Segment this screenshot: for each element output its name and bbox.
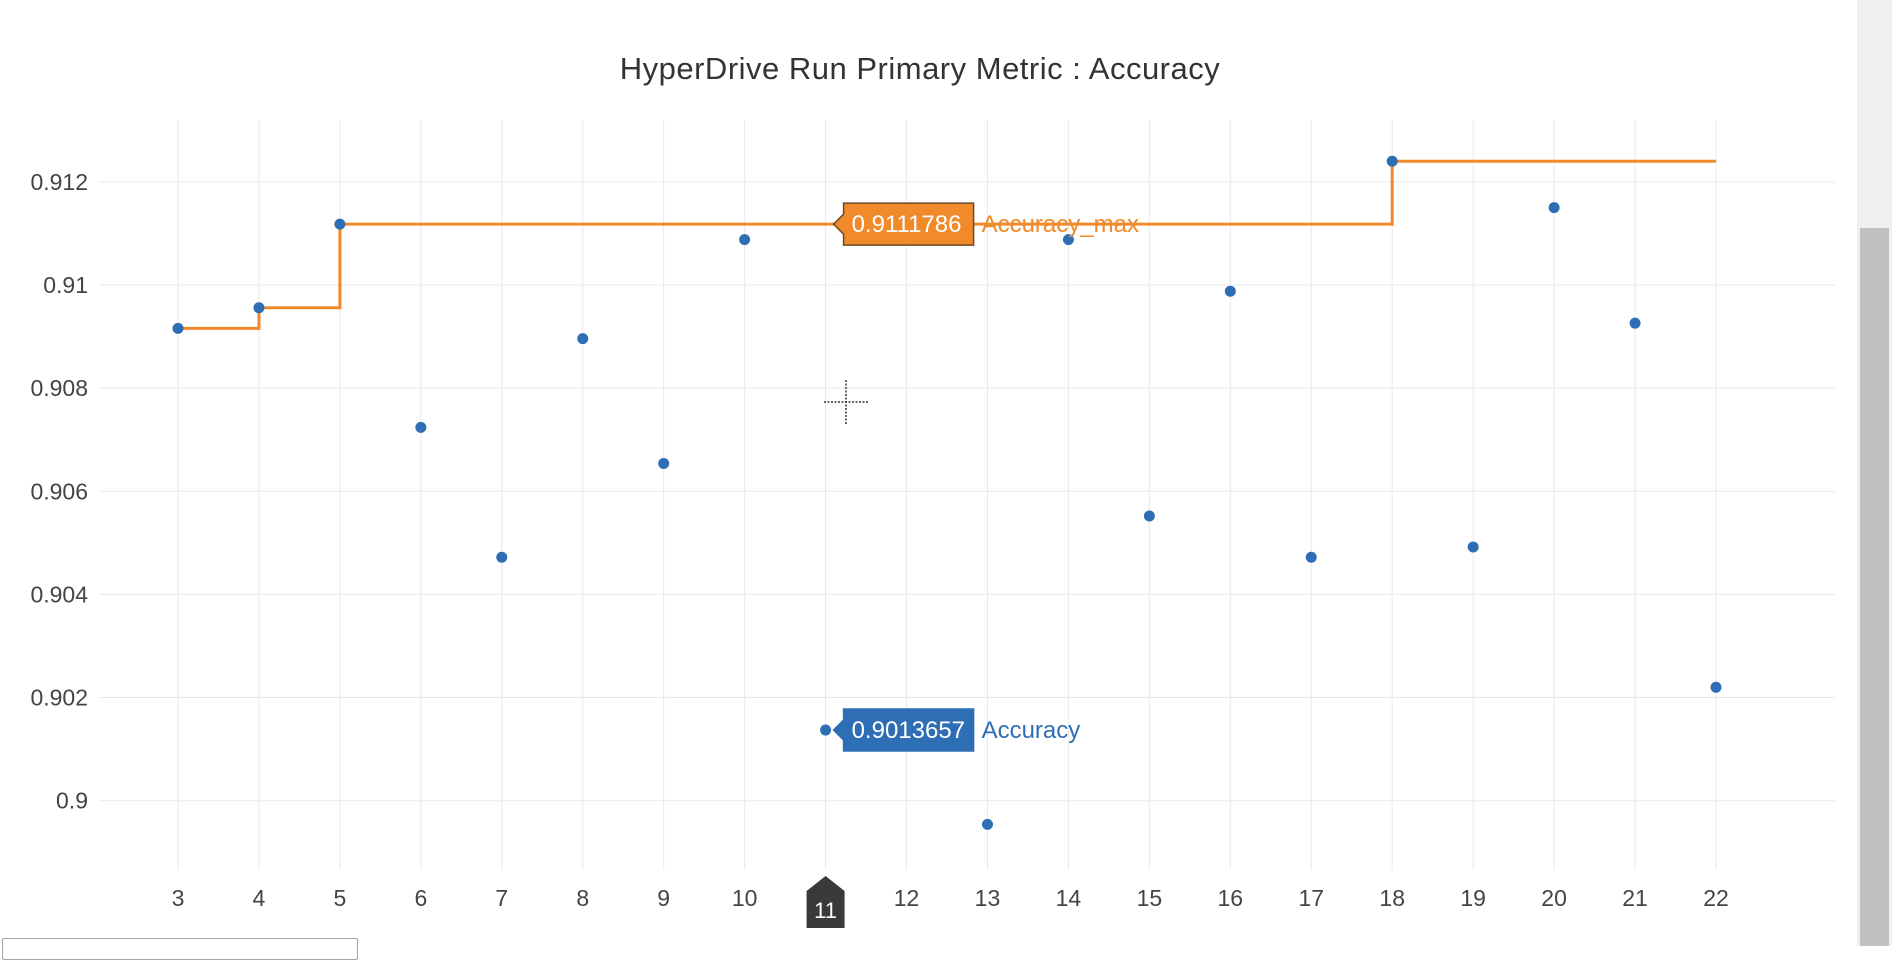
y-tick-label-0: 0.9 — [56, 788, 88, 814]
accuracy-point-3 — [172, 322, 184, 334]
hover-series-name: Accuracy_max — [982, 211, 1139, 238]
x-tick-label-6: 6 — [414, 885, 427, 911]
x-tick-label-10: 10 — [732, 885, 758, 911]
y-tick-label-6: 0.912 — [30, 169, 88, 195]
bottom-input-box[interactable] — [2, 938, 358, 960]
accuracy-point-6 — [415, 421, 427, 433]
scatter-chart[interactable]: HyperDrive Run Primary Metric : Accuracy… — [0, 0, 1857, 946]
hover-value: 0.9111786 — [852, 211, 962, 238]
accuracy-point-15 — [1143, 510, 1155, 522]
x-hover-badge: 11 — [806, 876, 845, 928]
hover-label-box — [832, 202, 975, 246]
accuracy-point-19 — [1467, 541, 1479, 553]
x-hover-badge-label: 11 — [814, 898, 837, 923]
accuracy-point-18 — [1386, 155, 1398, 167]
accuracy-point-7 — [496, 551, 508, 563]
x-tick-label-4: 4 — [253, 885, 266, 911]
accuracy-point-10 — [739, 234, 751, 246]
chart-title: HyperDrive Run Primary Metric : Accuracy — [620, 51, 1221, 86]
x-tick-label-3: 3 — [172, 885, 185, 911]
accuracy-point-13 — [981, 818, 993, 830]
accuracy-point-9 — [658, 457, 670, 469]
accuracy-point-16 — [1224, 285, 1236, 297]
x-tick-label-18: 18 — [1379, 885, 1405, 911]
crosshair-cursor-icon — [824, 380, 868, 424]
y-tick-label-4: 0.908 — [30, 375, 88, 401]
y-axis-ticks: 0.9 0.902 0.904 0.906 0.908 0.91 0.912 — [30, 169, 88, 814]
x-tick-label-20: 20 — [1541, 885, 1567, 911]
x-tick-label-8: 8 — [576, 885, 589, 911]
x-tick-label-22: 22 — [1703, 885, 1729, 911]
x-tick-label-19: 19 — [1460, 885, 1486, 911]
x-tick-label-16: 16 — [1218, 885, 1244, 911]
y-tick-label-1: 0.902 — [30, 685, 88, 711]
accuracy-point-21 — [1629, 317, 1641, 329]
hover-value: 0.9013657 — [852, 717, 965, 744]
accuracy-point-14 — [1062, 234, 1074, 246]
x-tick-label-14: 14 — [1056, 885, 1082, 911]
accuracy-point-8 — [577, 333, 589, 345]
accuracy-point-22 — [1710, 681, 1722, 693]
x-tick-label-5: 5 — [333, 885, 346, 911]
y-tick-label-2: 0.904 — [30, 581, 88, 607]
hover-label-accuracy: 0.9013657 Accuracy — [832, 708, 1081, 752]
x-tick-label-21: 21 — [1622, 885, 1648, 911]
x-tick-label-7: 7 — [495, 885, 508, 911]
hover-layer: 0.9111786 Accuracy_max 0.9013657 Accuracy 11 — [806, 202, 1139, 928]
accuracy-point-11 — [820, 724, 832, 736]
x-tick-label-13: 13 — [975, 885, 1001, 911]
accuracy-point-17 — [1305, 551, 1317, 563]
scrollbar-thumb[interactable] — [1860, 228, 1889, 946]
x-tick-label-9: 9 — [657, 885, 670, 911]
y-tick-label-3: 0.906 — [30, 478, 88, 504]
hover-label-box — [832, 708, 975, 752]
hover-label-accuracy-max: 0.9111786 Accuracy_max — [832, 202, 1139, 246]
accuracy-point-5 — [334, 218, 346, 230]
accuracy-points-layer — [172, 155, 1722, 830]
x-tick-label-12: 12 — [894, 885, 920, 911]
accuracy-point-4 — [253, 302, 265, 314]
y-tick-label-5: 0.91 — [43, 272, 88, 298]
accuracy-point-20 — [1548, 202, 1560, 214]
x-hover-badge-box — [806, 876, 845, 928]
hover-series-name: Accuracy — [982, 717, 1081, 744]
x-tick-label-15: 15 — [1137, 885, 1163, 911]
x-axis-ticks: 3 4 5 6 7 8 9 10 12 13 14 15 16 17 18 19 20 21 22 — [172, 885, 1729, 911]
x-tick-label-17: 17 — [1298, 885, 1324, 911]
